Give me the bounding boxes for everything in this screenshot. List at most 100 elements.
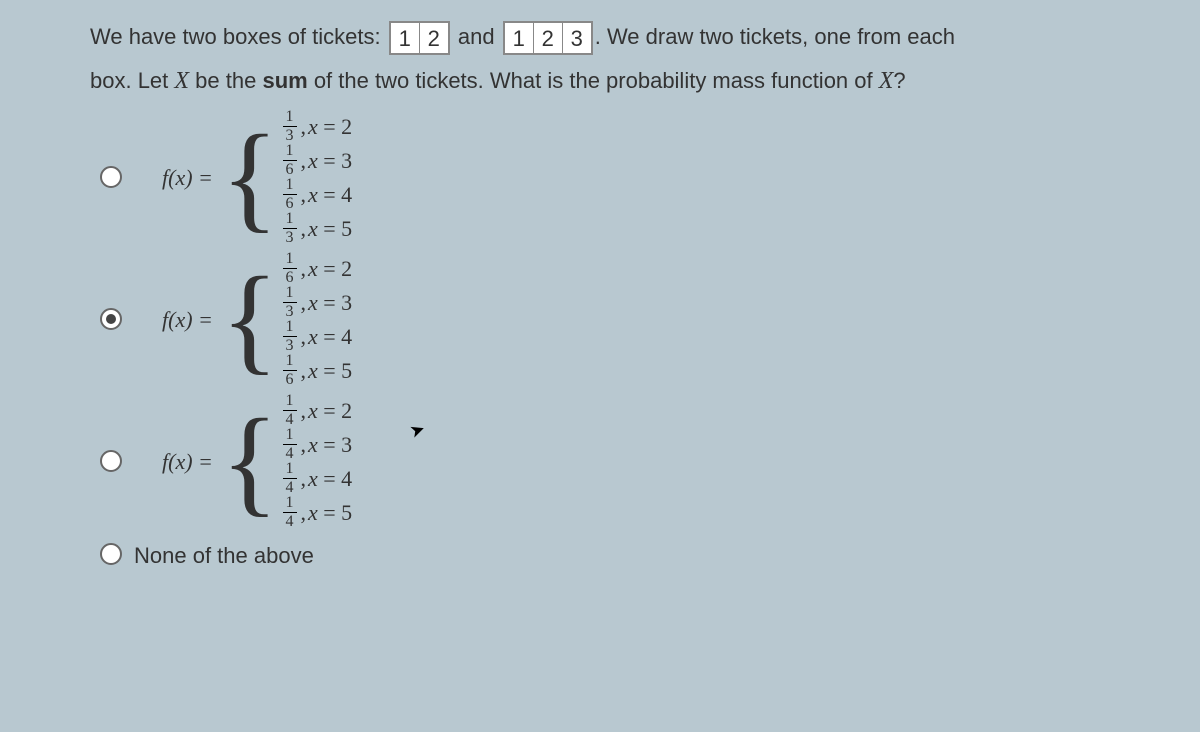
denominator: 6 bbox=[283, 371, 297, 388]
separator: , bbox=[301, 462, 307, 495]
case-line: 13, x = 3 bbox=[283, 285, 353, 319]
condition: x = 5 bbox=[308, 212, 352, 245]
ticket: 1 bbox=[505, 23, 534, 53]
numerator: 1 bbox=[283, 211, 297, 229]
denominator: 4 bbox=[283, 513, 297, 530]
option-row[interactable]: None of the above bbox=[100, 535, 1150, 572]
option-text: None of the above bbox=[134, 539, 314, 572]
separator: , bbox=[301, 428, 307, 461]
numerator: 1 bbox=[283, 461, 297, 479]
brace-icon: { bbox=[221, 410, 279, 512]
case-line: 16, x = 5 bbox=[283, 353, 353, 387]
separator: , bbox=[301, 496, 307, 529]
fraction: 13 bbox=[283, 211, 297, 246]
option-row[interactable]: f(x) ={14, x = 214, x = 314, x = 414, x … bbox=[100, 393, 1150, 529]
bold-sum: sum bbox=[262, 68, 307, 93]
case-line: 16, x = 2 bbox=[283, 251, 353, 285]
cases: 13, x = 216, x = 316, x = 413, x = 5 bbox=[283, 109, 353, 245]
separator: , bbox=[301, 394, 307, 427]
fraction: 16 bbox=[283, 177, 297, 212]
numerator: 1 bbox=[283, 495, 297, 513]
case-line: 14, x = 3 bbox=[283, 427, 353, 461]
ticket: 2 bbox=[534, 23, 563, 53]
pmf-label: f(x) = bbox=[162, 445, 213, 478]
ticket-box-1: 1 2 bbox=[389, 21, 450, 55]
option-row[interactable]: f(x) ={13, x = 216, x = 316, x = 413, x … bbox=[100, 109, 1150, 245]
condition: x = 4 bbox=[308, 462, 352, 495]
case-line: 13, x = 5 bbox=[283, 211, 353, 245]
question-container: We have two boxes of tickets: 1 2 and 1 … bbox=[90, 20, 1150, 578]
condition: x = 4 bbox=[308, 320, 352, 353]
case-line: 14, x = 4 bbox=[283, 461, 353, 495]
case-line: 14, x = 5 bbox=[283, 495, 353, 529]
numerator: 1 bbox=[283, 143, 297, 161]
fraction: 16 bbox=[283, 251, 297, 286]
brace-icon: { bbox=[221, 126, 279, 228]
numerator: 1 bbox=[283, 319, 297, 337]
ticket: 3 bbox=[563, 23, 591, 53]
variable-x: X bbox=[879, 68, 894, 94]
pmf-expression: f(x) ={16, x = 213, x = 313, x = 416, x … bbox=[162, 251, 352, 387]
option-row[interactable]: f(x) ={16, x = 213, x = 313, x = 416, x … bbox=[100, 251, 1150, 387]
case-line: 16, x = 4 bbox=[283, 177, 353, 211]
cases: 16, x = 213, x = 313, x = 416, x = 5 bbox=[283, 251, 353, 387]
numerator: 1 bbox=[283, 393, 297, 411]
separator: , bbox=[301, 110, 307, 143]
condition: x = 2 bbox=[308, 110, 352, 143]
text: We have two boxes of tickets: bbox=[90, 24, 381, 49]
case-line: 14, x = 2 bbox=[283, 393, 353, 427]
pmf-label: f(x) = bbox=[162, 303, 213, 336]
numerator: 1 bbox=[283, 427, 297, 445]
condition: x = 2 bbox=[308, 252, 352, 285]
fraction: 16 bbox=[283, 353, 297, 388]
numerator: 1 bbox=[283, 109, 297, 127]
text: . We draw two tickets, one from each bbox=[595, 24, 955, 49]
ticket: 1 bbox=[391, 23, 420, 53]
separator: , bbox=[301, 320, 307, 353]
numerator: 1 bbox=[283, 251, 297, 269]
text: of the two tickets. What is the probabil… bbox=[308, 68, 879, 93]
fraction: 14 bbox=[283, 461, 297, 496]
numerator: 1 bbox=[283, 285, 297, 303]
separator: , bbox=[301, 144, 307, 177]
pmf-expression: f(x) ={14, x = 214, x = 314, x = 414, x … bbox=[162, 393, 352, 529]
fraction: 14 bbox=[283, 393, 297, 428]
case-line: 13, x = 4 bbox=[283, 319, 353, 353]
cases: 14, x = 214, x = 314, x = 414, x = 5 bbox=[283, 393, 353, 529]
radio-button[interactable] bbox=[100, 543, 122, 565]
case-line: 16, x = 3 bbox=[283, 143, 353, 177]
fraction: 13 bbox=[283, 319, 297, 354]
condition: x = 4 bbox=[308, 178, 352, 211]
text: and bbox=[458, 24, 495, 49]
case-line: 13, x = 2 bbox=[283, 109, 353, 143]
brace-icon: { bbox=[221, 268, 279, 370]
separator: , bbox=[301, 178, 307, 211]
ticket-box-2: 1 2 3 bbox=[503, 21, 593, 55]
numerator: 1 bbox=[283, 177, 297, 195]
radio-button[interactable] bbox=[100, 450, 122, 472]
separator: , bbox=[301, 286, 307, 319]
condition: x = 3 bbox=[308, 428, 352, 461]
condition: x = 5 bbox=[308, 354, 352, 387]
text: ? bbox=[893, 68, 905, 93]
fraction: 16 bbox=[283, 143, 297, 178]
variable-x: X bbox=[174, 68, 189, 94]
question-line-2: box. Let X be the sum of the two tickets… bbox=[90, 63, 1150, 99]
fraction: 13 bbox=[283, 109, 297, 144]
condition: x = 3 bbox=[308, 144, 352, 177]
radio-button[interactable] bbox=[100, 166, 122, 188]
separator: , bbox=[301, 212, 307, 245]
fraction: 14 bbox=[283, 495, 297, 530]
denominator: 3 bbox=[283, 229, 297, 246]
pmf-expression: f(x) ={13, x = 216, x = 316, x = 413, x … bbox=[162, 109, 352, 245]
numerator: 1 bbox=[283, 353, 297, 371]
separator: , bbox=[301, 354, 307, 387]
fraction: 13 bbox=[283, 285, 297, 320]
ticket: 2 bbox=[420, 23, 448, 53]
radio-button[interactable] bbox=[100, 308, 122, 330]
condition: x = 5 bbox=[308, 496, 352, 529]
options-container: f(x) ={13, x = 216, x = 316, x = 413, x … bbox=[100, 109, 1150, 572]
condition: x = 3 bbox=[308, 286, 352, 319]
text: be the bbox=[189, 68, 262, 93]
separator: , bbox=[301, 252, 307, 285]
